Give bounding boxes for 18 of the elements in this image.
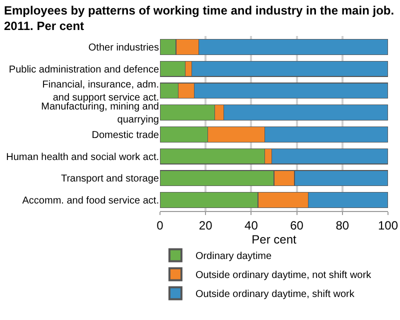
legend-label: Ordinary daytime — [195, 251, 272, 262]
y-tick-label: Transport and storage — [60, 174, 160, 185]
x-tick-label: 100 — [378, 218, 398, 232]
x-tick-label: 0 — [156, 218, 164, 232]
y-tick-label: Accomm. and food service act. — [22, 196, 159, 207]
x-tick-label: 40 — [244, 218, 258, 232]
y-tick-label: Domestic trade — [92, 130, 160, 141]
y-tick-label: Manufacturing, mining and quarrying — [41, 102, 159, 126]
y-tick-label: Public administration and defence — [8, 64, 160, 76]
legend-label: Outside ordinary daytime, shift work — [195, 289, 356, 300]
y-tick-label: Human health and social work act. — [6, 152, 159, 163]
x-tick-label: 60 — [290, 218, 304, 232]
y-tick-label: Other industries — [88, 42, 159, 54]
x-axis-title: Per cent — [252, 232, 298, 246]
legend-label: Outside ordinary daytime, not shift work — [195, 270, 372, 282]
chart-title: Employees by patterns of working time and industry in the main job. 2011. Per cent — [4, 3, 394, 33]
x-tick-label: 20 — [198, 218, 213, 232]
x-tick-label: 80 — [336, 218, 350, 232]
